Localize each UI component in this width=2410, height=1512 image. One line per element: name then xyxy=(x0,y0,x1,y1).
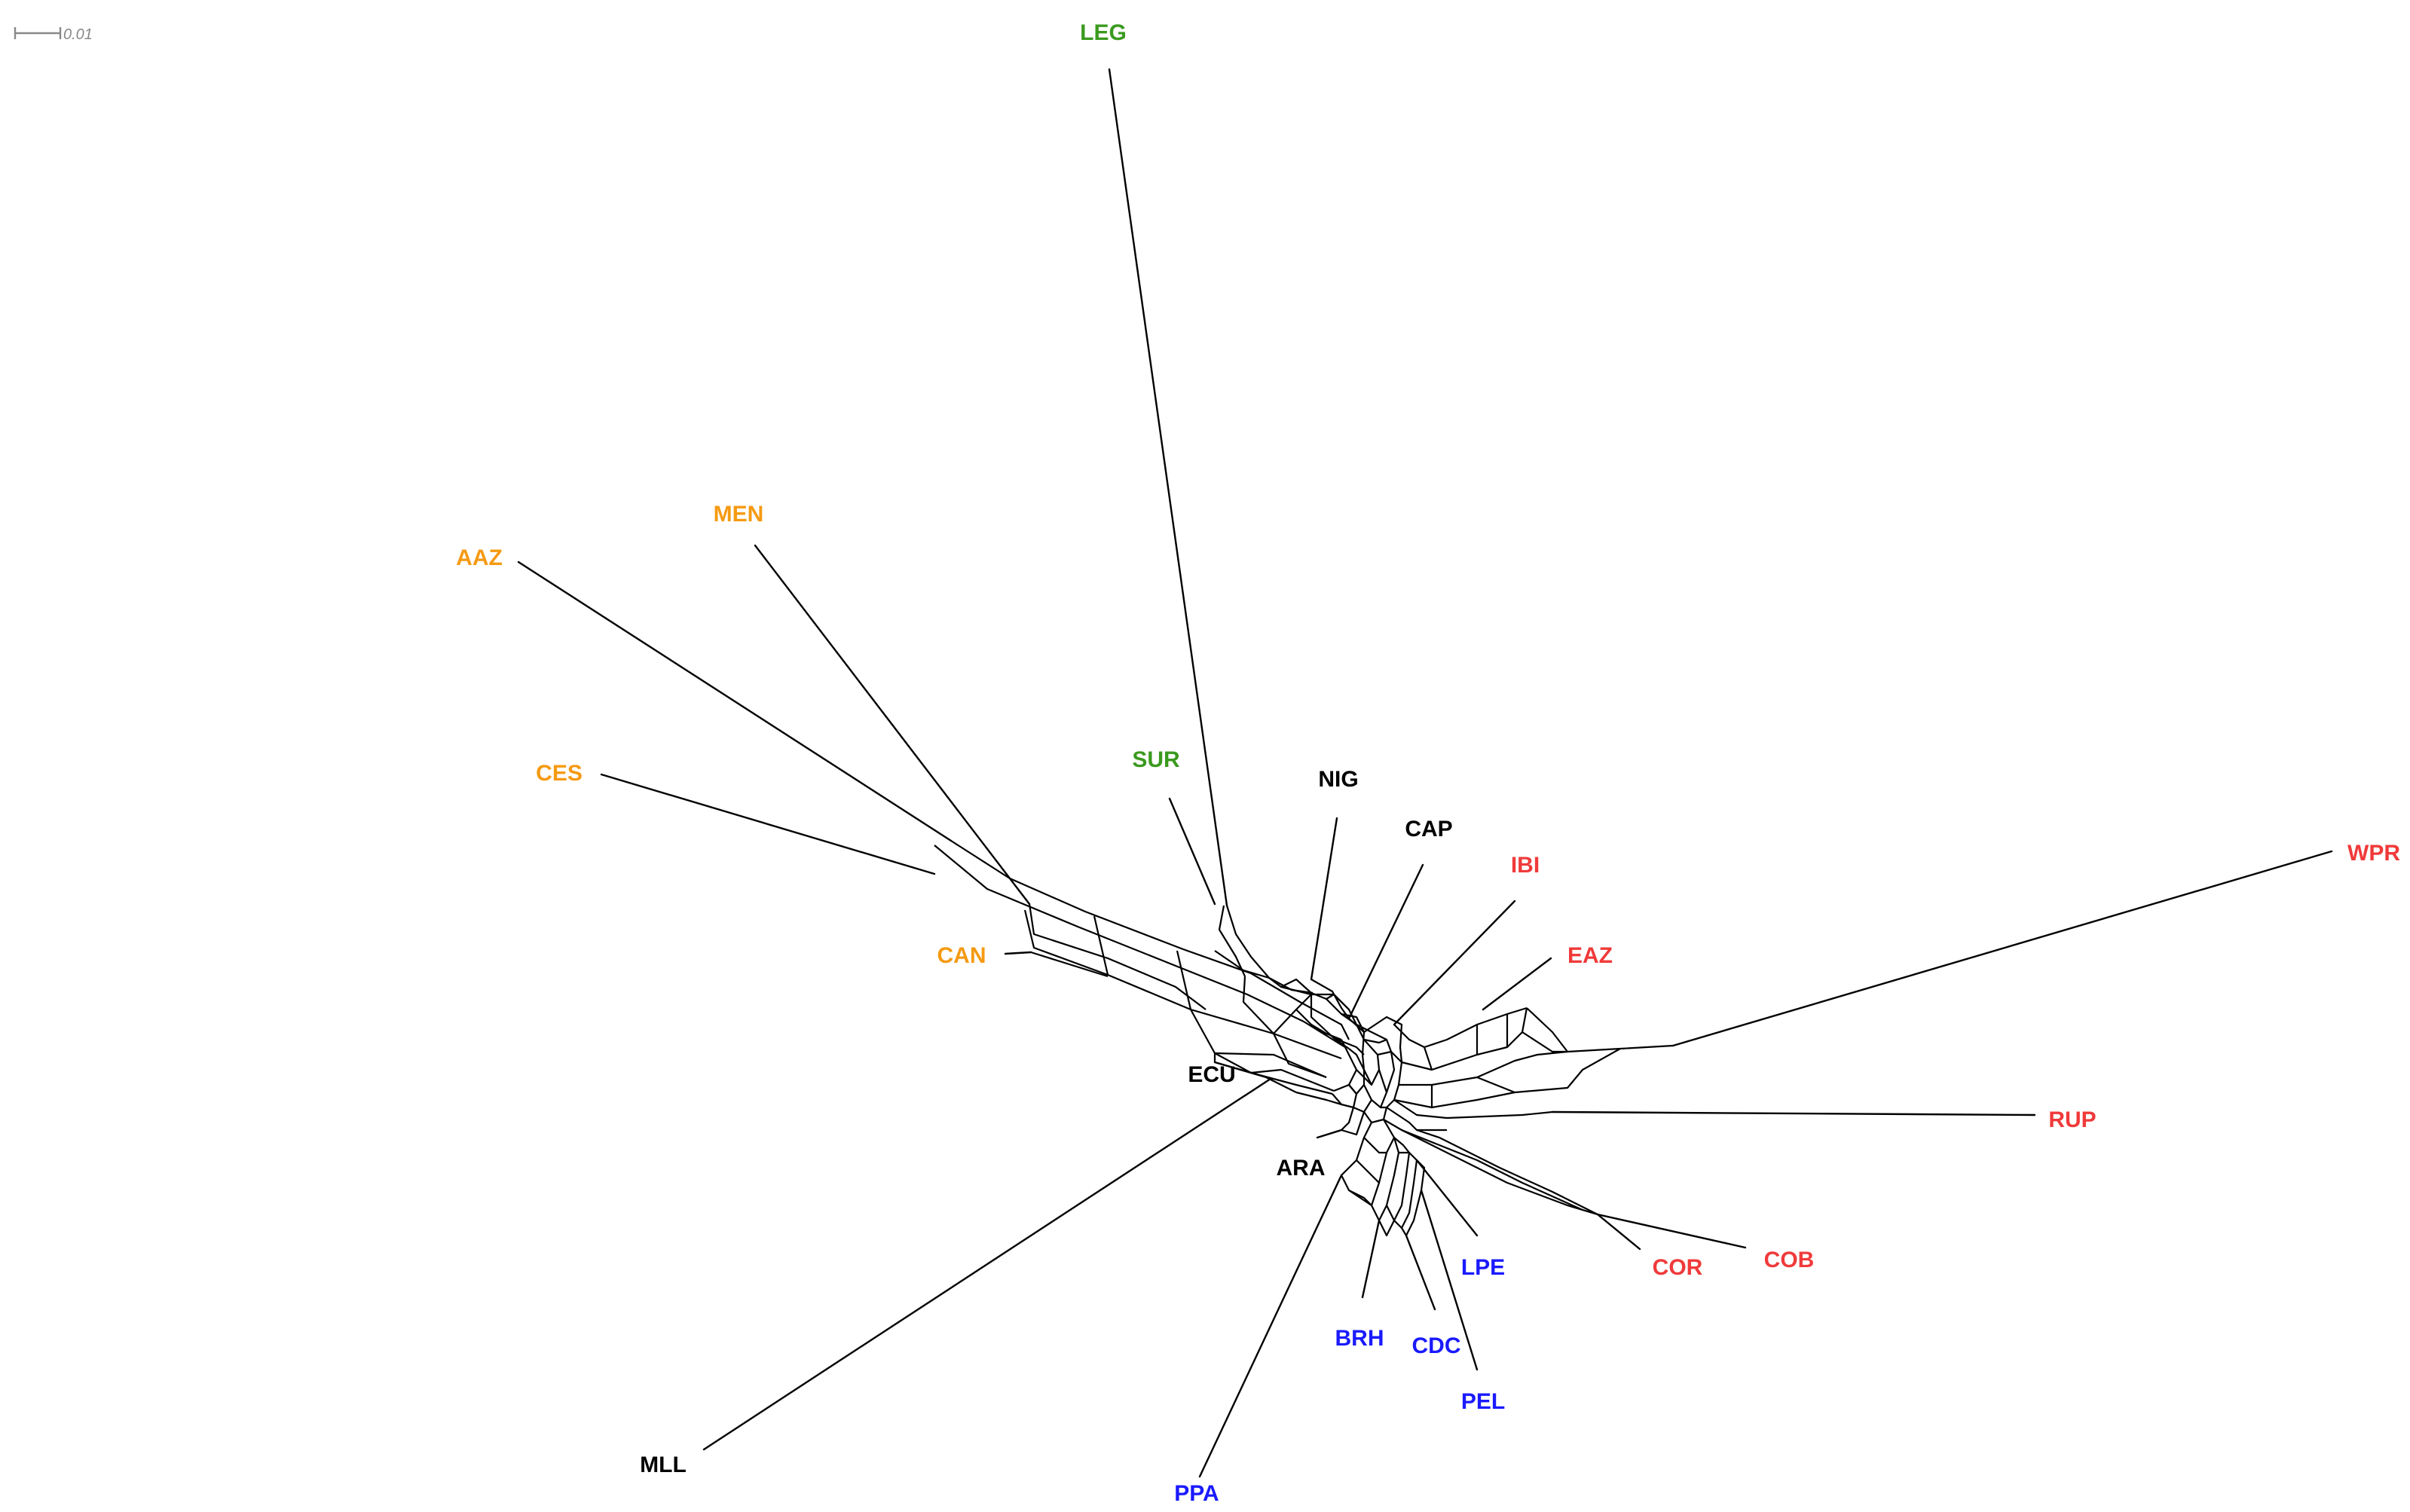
edge-pel xyxy=(1420,1189,1479,1371)
taxon-label-pel: PEL xyxy=(1461,1389,1505,1414)
edge-ibi xyxy=(1393,900,1516,1026)
edge-mll xyxy=(702,1077,1272,1451)
taxon-label-aaz: AAZ xyxy=(456,545,503,570)
taxon-label-cor: COR xyxy=(1653,1255,1703,1280)
edge-cdc xyxy=(1405,1234,1436,1311)
edge-cap xyxy=(1347,863,1424,1020)
edge-men xyxy=(754,544,1031,906)
edge-rup xyxy=(1551,1110,2036,1116)
edge-cob xyxy=(1596,1213,1747,1249)
taxon-label-cap: CAP xyxy=(1405,817,1452,842)
taxon-label-nig: NIG xyxy=(1318,767,1358,792)
edge-aaz xyxy=(517,561,953,842)
scale-bar: 0.01 xyxy=(14,26,93,43)
taxon-label-rup: RUP xyxy=(2048,1107,2096,1132)
taxon-label-wpr: WPR xyxy=(2347,841,2400,866)
network-edges xyxy=(517,68,2333,1478)
edge-brh xyxy=(1361,1219,1381,1299)
edge-sur xyxy=(1168,797,1216,906)
edge-ppa xyxy=(1198,1174,1343,1478)
taxon-labels: LEG SUR MEN AAZ CES CAN NIG CAP ECU ARA … xyxy=(456,20,2400,1506)
taxon-label-men: MEN xyxy=(714,502,764,527)
edge-cor xyxy=(1596,1213,1641,1251)
edge-nig xyxy=(1310,817,1338,981)
edge-ecu xyxy=(1213,1061,1274,1080)
taxon-label-eaz: EAZ xyxy=(1567,943,1613,968)
scale-bar-label: 0.01 xyxy=(63,26,93,43)
edge-can xyxy=(1004,951,1032,955)
taxon-label-leg: LEG xyxy=(1080,20,1127,45)
taxon-label-cob: COB xyxy=(1764,1248,1815,1272)
taxon-label-cdc: CDC xyxy=(1412,1333,1461,1358)
edge-eaz xyxy=(1482,957,1552,1011)
edge-wpr xyxy=(1671,850,2333,1047)
edge-ces xyxy=(600,773,936,875)
edge-lpe xyxy=(1415,1159,1479,1237)
taxon-label-ara: ARA xyxy=(1277,1156,1326,1181)
taxon-label-can: CAN xyxy=(937,943,986,968)
network-web xyxy=(934,840,1674,1237)
taxon-label-ibi: IBI xyxy=(1511,853,1540,878)
taxon-label-ppa: PPA xyxy=(1174,1481,1219,1506)
taxon-label-ecu: ECU xyxy=(1188,1062,1235,1087)
taxon-label-mll: MLL xyxy=(640,1452,687,1477)
edge-ara xyxy=(1316,1129,1343,1139)
edge-leg xyxy=(1108,68,1228,907)
taxon-label-sur: SUR xyxy=(1132,747,1180,772)
taxon-label-brh: BRH xyxy=(1335,1326,1384,1351)
taxon-label-lpe: LPE xyxy=(1461,1255,1505,1280)
taxon-label-ces: CES xyxy=(536,761,583,786)
